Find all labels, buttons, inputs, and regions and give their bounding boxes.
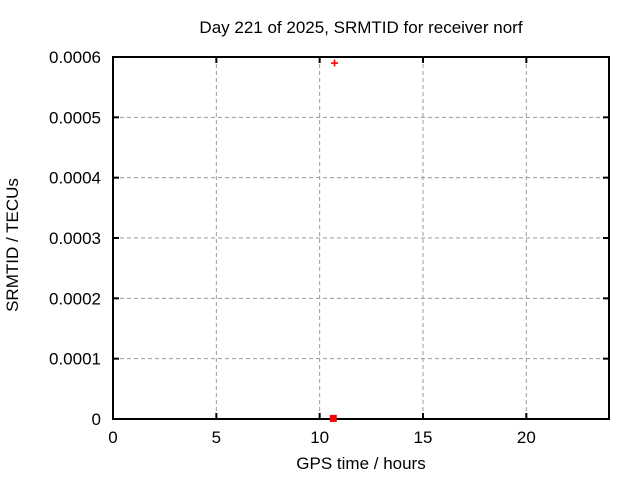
- y-tick-label: 0.0001: [49, 350, 101, 369]
- y-tick-label: 0.0002: [49, 289, 101, 308]
- y-tick-label: 0.0006: [49, 48, 101, 67]
- x-tick-label: 0: [108, 428, 117, 447]
- tick-label-layer: 0 5 10 15 20 0 0.0001 0.0002 0.0003 0.0004 0.0005 0…: [49, 48, 536, 447]
- x-axis-label: GPS time / hours: [296, 454, 425, 473]
- y-tick-label: 0.0004: [49, 169, 101, 188]
- x-tick-label: 20: [517, 428, 536, 447]
- chart-title: Day 221 of 2025, SRMTID for receiver nor…: [199, 18, 522, 37]
- data-marker-layer: [329, 59, 339, 422]
- y-tick-label: 0.0005: [49, 108, 101, 127]
- x-tick-label: 10: [310, 428, 329, 447]
- tick-layer: [112, 56, 609, 420]
- x-tick-label: 15: [414, 428, 433, 447]
- y-tick-label: 0: [92, 410, 101, 429]
- grid-layer: [113, 57, 609, 419]
- y-axis-label: SRMTID / TECUs: [3, 178, 22, 312]
- data-point-square: [329, 414, 337, 422]
- x-tick-label: 5: [212, 428, 221, 447]
- data-point-plus: [331, 59, 339, 67]
- y-tick-label: 0.0003: [49, 229, 101, 248]
